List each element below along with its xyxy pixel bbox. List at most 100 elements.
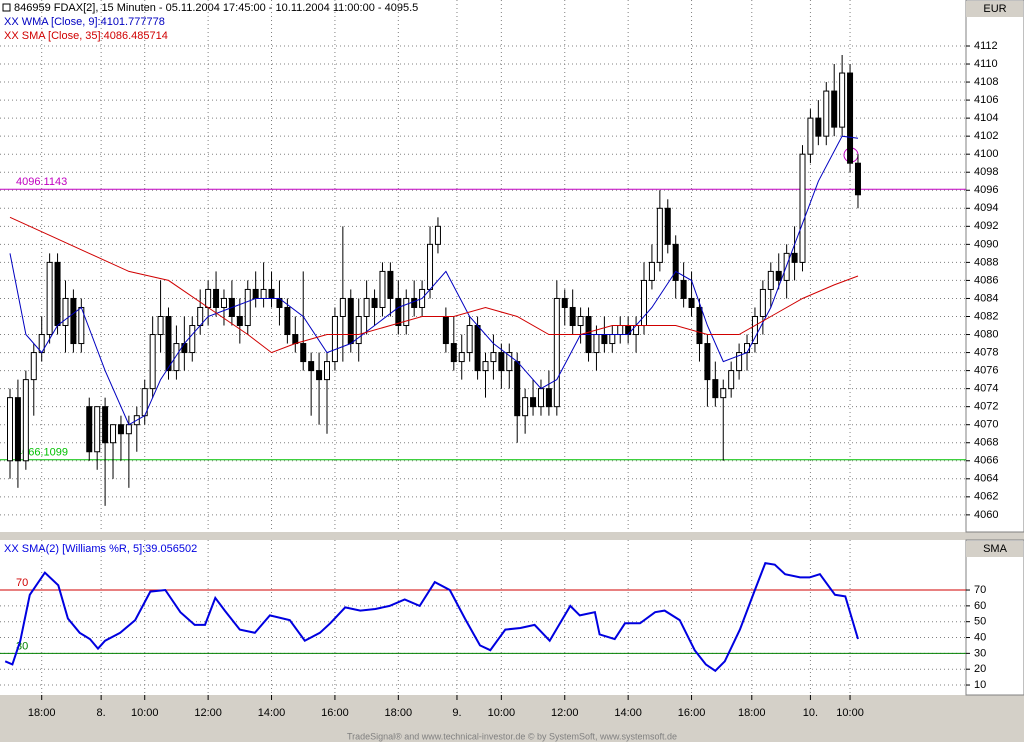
candle-body (387, 270, 394, 299)
candle-body (7, 397, 13, 462)
candle-body (506, 352, 513, 372)
candle-body (799, 153, 806, 263)
candle-body (157, 315, 164, 336)
series-line (9, 216, 859, 354)
candle-body (791, 252, 798, 263)
candle-body (847, 72, 854, 164)
y-tick-label: 4090 (974, 238, 998, 250)
candle-body (577, 315, 584, 327)
candle-body (236, 315, 243, 327)
x-tick-label: 16:00 (678, 707, 706, 719)
candle-body (213, 288, 220, 308)
y-tick-label: 4106 (974, 94, 998, 106)
candle-body (300, 343, 307, 363)
y-tick-label: 4104 (974, 112, 998, 124)
candle-body (839, 72, 846, 128)
y-tick-label: 30 (974, 647, 986, 659)
candle-body (181, 343, 188, 354)
footer: TradeSignal® and www.technical-investor.… (347, 731, 677, 741)
x-tick-label: 12:00 (551, 707, 579, 719)
candle-body (86, 406, 93, 453)
candle-body (696, 306, 703, 345)
candle-body (149, 334, 156, 390)
legend-entry: XX WMA [Close, 9]:4101.777778 (4, 16, 165, 28)
candle-body (284, 306, 291, 336)
x-tick-label: 9. (452, 707, 461, 719)
candle-body (704, 343, 711, 381)
candle-body (331, 315, 338, 363)
candle-body (514, 361, 521, 417)
candle-body (458, 352, 465, 363)
candle-body (553, 297, 560, 408)
candle-body (54, 261, 61, 327)
candle-body (474, 325, 481, 372)
candle-body (442, 315, 449, 345)
level-label: 4096.1143 (16, 176, 67, 188)
series-line (9, 135, 859, 426)
candle-body (498, 352, 505, 372)
candle-body (712, 379, 719, 399)
candle-body (173, 343, 180, 372)
x-tick-label: 10:00 (131, 707, 159, 719)
candle-body (70, 297, 77, 345)
candle-body (355, 315, 362, 345)
candle-body (244, 288, 251, 327)
y-tick-label: 4100 (974, 148, 998, 160)
candle-body (736, 352, 743, 372)
y-tick-label: 4088 (974, 256, 998, 268)
candle-body (434, 225, 441, 245)
price-unit: EUR (983, 3, 1006, 15)
candle-body (46, 261, 53, 336)
candle-body (450, 343, 457, 363)
candle-body (379, 270, 386, 308)
x-tick-label: 8. (97, 707, 106, 719)
candle-body (744, 343, 751, 354)
candle-body (545, 388, 552, 408)
chart-title: 846959 FDAX[2], 15 Minuten - 05.11.2004 … (14, 2, 418, 14)
x-tick-label: 18:00 (738, 707, 766, 719)
y-tick-label: 4098 (974, 166, 998, 178)
x-tick-label: 12:00 (194, 707, 222, 719)
candle-body (189, 325, 196, 354)
legend-entry: XX SMA [Close, 35]:4086.485714 (4, 30, 168, 42)
candle-body (530, 397, 537, 408)
candle-body (617, 325, 624, 336)
y-tick-label: 4094 (974, 202, 998, 214)
candle-body (308, 361, 315, 372)
candle-body (403, 297, 410, 327)
candle-body (324, 361, 330, 381)
price-panel (0, 0, 966, 532)
candle-body (537, 388, 544, 408)
candle-body (823, 90, 830, 137)
x-tick-label: 10. (803, 707, 818, 719)
price-axis (965, 0, 1024, 533)
candle-body (775, 270, 782, 281)
candle-body (14, 397, 21, 462)
y-tick-label: 4060 (974, 509, 998, 521)
candle-body (482, 361, 489, 372)
unit-box (966, 541, 1023, 557)
candle-body (268, 288, 275, 299)
candle-body (609, 334, 616, 345)
series-line (4, 561, 859, 673)
candle-body (220, 297, 227, 308)
y-tick-label: 4066 (974, 455, 998, 467)
candle-body (656, 207, 663, 263)
x-tick-label: 14:00 (614, 707, 642, 719)
y-tick-label: 4070 (974, 419, 998, 431)
candle-body (395, 297, 402, 327)
y-tick-label: 50 (974, 616, 986, 628)
candle-body (316, 370, 323, 381)
y-tick-label: 4080 (974, 328, 998, 340)
candle-body (680, 279, 687, 299)
x-tick-label: 14:00 (258, 707, 286, 719)
candle-body (117, 424, 124, 435)
candle-body (260, 288, 267, 299)
unit-box (966, 1, 1023, 17)
candle-body (62, 297, 69, 327)
y-tick-label: 4074 (974, 383, 998, 395)
y-tick-label: 20 (974, 663, 986, 675)
y-tick-label: 4072 (974, 401, 998, 413)
candle-body (466, 325, 473, 354)
indicator-axis (965, 539, 1024, 696)
